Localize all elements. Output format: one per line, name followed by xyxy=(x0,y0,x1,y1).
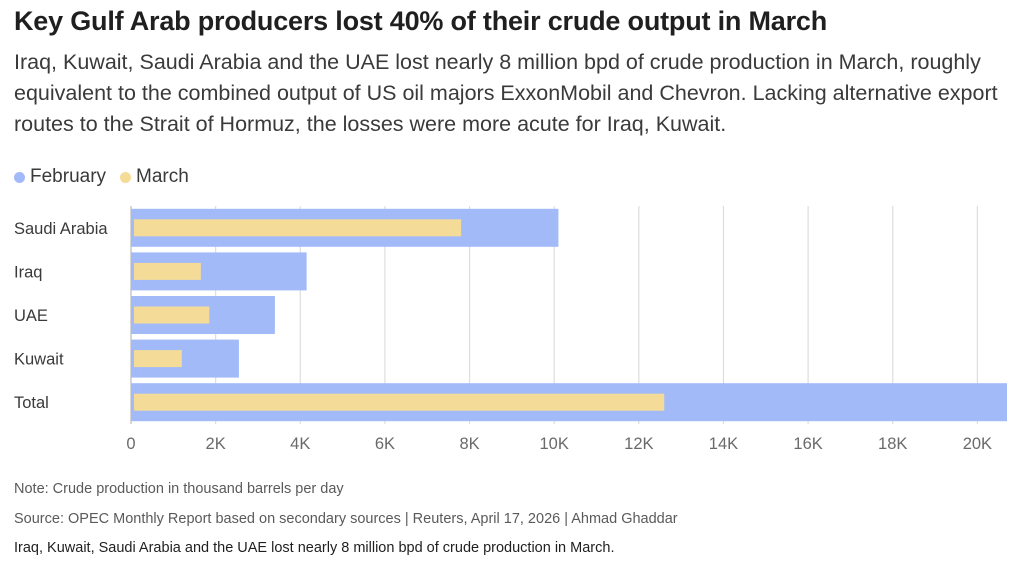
x-tick-label: 4K xyxy=(290,435,310,453)
x-tick-label: 6K xyxy=(375,435,395,453)
bar-march xyxy=(134,219,462,237)
bar-march xyxy=(134,262,201,280)
chart-caption: Iraq, Kuwait, Saudi Arabia and the UAE l… xyxy=(14,540,615,556)
bar-chart: 0 2K 4K 6K 8K 10K 12K 14K 16K 18K 20K Saudi Arabia I… xyxy=(14,206,1007,453)
chart-note: Note: Crude production in thousand barre… xyxy=(14,481,344,497)
legend-item-march: March xyxy=(120,166,189,188)
legend-swatch-march xyxy=(120,171,132,183)
legend-swatch-february xyxy=(14,171,25,183)
legend-label-march: March xyxy=(136,166,189,187)
x-tick-label: 20K xyxy=(963,435,992,453)
x-tick-label: 16K xyxy=(793,435,822,453)
category-label: Iraq xyxy=(14,263,42,281)
bar-march xyxy=(134,350,182,368)
chart-subtitle: Iraq, Kuwait, Saudi Arabia and the UAE l… xyxy=(14,50,998,136)
legend-item-february: February xyxy=(14,166,106,188)
x-tick-label: 0 xyxy=(126,435,135,453)
legend-label-february: February xyxy=(30,166,107,187)
x-tick-label: 18K xyxy=(878,435,907,453)
category-label: Saudi Arabia xyxy=(14,220,108,238)
bar-march xyxy=(134,306,210,324)
category-label: Kuwait xyxy=(14,351,64,369)
category-label: Total xyxy=(14,394,49,412)
legend: February March xyxy=(14,166,203,188)
chart-title: Key Gulf Arab producers lost 40% of thei… xyxy=(14,6,828,36)
x-tick-label: 10K xyxy=(540,435,569,453)
chart-source: Source: OPEC Monthly Report based on sec… xyxy=(14,511,678,527)
x-tick-label: 2K xyxy=(206,435,226,453)
bar-march xyxy=(134,393,665,411)
x-tick-label: 14K xyxy=(709,435,738,453)
category-label: UAE xyxy=(14,307,48,325)
x-tick-label: 8K xyxy=(459,435,479,453)
x-tick-label: 12K xyxy=(624,435,653,453)
